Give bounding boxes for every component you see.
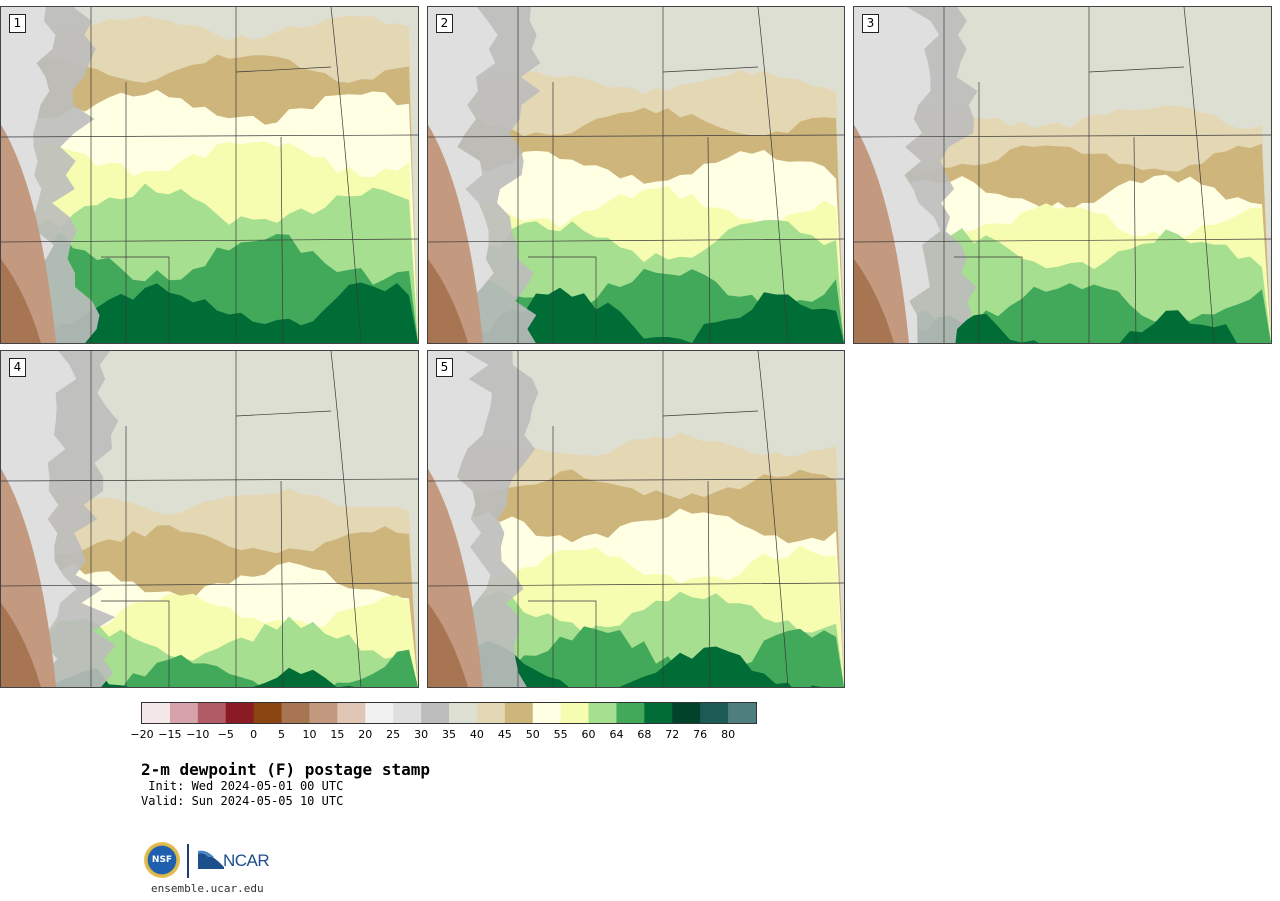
map-field-2 [428, 7, 844, 343]
site-url: ensemble.ucar.edu [151, 882, 264, 895]
panel-number-label: 2 [436, 14, 453, 33]
colorbar-swatch [365, 703, 394, 723]
nsf-logo: NSF [144, 842, 180, 878]
colorbar-tick-label: −5 [217, 728, 234, 741]
colorbar-swatch [142, 703, 171, 723]
panel-number-label: 3 [862, 14, 879, 33]
colorbar-tick-label: 25 [386, 728, 401, 741]
colorbar-swatch [197, 703, 227, 723]
colorbar [141, 702, 757, 724]
colorbar-swatch [309, 703, 338, 723]
colorbar-tick-label: 55 [553, 728, 568, 741]
ncar-logo: NCAR [223, 851, 270, 870]
colorbar-swatch [169, 703, 199, 723]
colorbar-swatch [421, 703, 450, 723]
colorbar-frame [141, 702, 757, 724]
colorbar-tick-label: 5 [278, 728, 286, 741]
colorbar-swatch [560, 703, 590, 723]
colorbar-tick-label: 80 [721, 728, 736, 741]
colorbar-swatch [588, 703, 617, 723]
map-panel-4: 4 [0, 350, 419, 688]
colorbar-swatch [532, 703, 562, 723]
colorbar-tick-label: −20 [130, 728, 154, 741]
panel-number-label: 5 [436, 358, 453, 377]
colorbar-swatch [449, 703, 478, 723]
colorbar-tick-label: 60 [581, 728, 596, 741]
init-time: Init: Wed 2024-05-01 00 UTC [141, 779, 344, 793]
colorbar-tick-label: 35 [442, 728, 456, 741]
map-panel-3: 3 [853, 6, 1272, 344]
colorbar-swatch [700, 703, 729, 723]
map-field-1 [1, 7, 418, 343]
colorbar-swatch [504, 703, 534, 723]
colorbar-swatch [644, 703, 673, 723]
colorbar-tick-label: 64 [609, 728, 624, 741]
colorbar-swatch [728, 703, 757, 723]
colorbar-tick-label: −10 [186, 728, 210, 741]
colorbar-swatch [616, 703, 645, 723]
colorbar-tick-label: 30 [414, 728, 429, 741]
panel-number-label: 1 [9, 14, 26, 33]
colorbar-tick-label: 15 [330, 728, 345, 741]
colorbar-tick-label: 68 [637, 728, 652, 741]
map-panel-5: 5 [427, 350, 845, 688]
colorbar-swatch [672, 703, 701, 723]
map-panel-2: 2 [427, 6, 845, 344]
colorbar-swatch [253, 703, 283, 723]
colorbar-swatch [337, 703, 366, 723]
colorbar-tick-label: 40 [469, 728, 484, 741]
colorbar-tick-label: 72 [665, 728, 680, 741]
colorbar-tick-label: 10 [302, 728, 317, 741]
logo-divider [187, 844, 189, 878]
colorbar-tick-label: 45 [497, 728, 512, 741]
map-panel-1: 1 [0, 6, 419, 344]
map-field-5 [428, 351, 844, 687]
map-field-3 [854, 7, 1271, 343]
logo-area: NSF NCAR [144, 842, 284, 882]
map-field-4 [1, 351, 418, 687]
valid-time: Valid: Sun 2024-05-05 10 UTC [141, 794, 344, 808]
colorbar-swatch [281, 703, 310, 723]
colorbar-swatch [225, 703, 255, 723]
figure-title: 2-m dewpoint (F) postage stamp [141, 760, 430, 779]
colorbar-tick-label: 50 [525, 728, 540, 741]
ncar-logo-icon [198, 850, 224, 869]
colorbar-swatch [393, 703, 422, 723]
colorbar-tick-label: −15 [158, 728, 182, 741]
colorbar-swatch [476, 703, 506, 723]
colorbar-tick-label: 0 [250, 728, 258, 741]
panel-number-label: 4 [9, 358, 26, 377]
colorbar-tick-label: 76 [693, 728, 708, 741]
colorbar-tick-label: 20 [358, 728, 373, 741]
